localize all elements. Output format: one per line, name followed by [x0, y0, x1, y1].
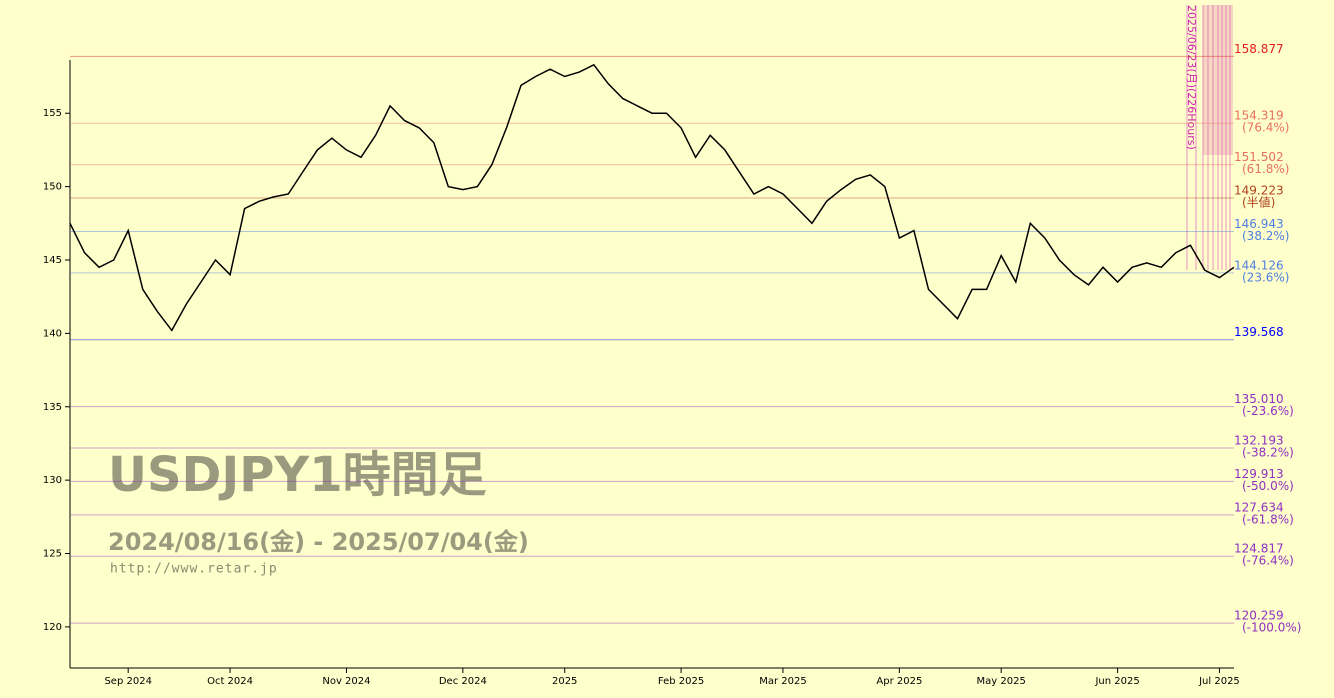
- y-tick-label: 120: [43, 622, 62, 633]
- level-ratio: (38.2%): [1242, 229, 1289, 243]
- level-label: 158.877: [1234, 42, 1284, 56]
- y-tick-label: 155: [43, 108, 62, 119]
- x-tick-label: Mar 2025: [759, 676, 807, 687]
- level-ratio: (61.8%): [1242, 162, 1289, 176]
- level-ratio: (-100.0%): [1242, 621, 1301, 635]
- period-markers: [1186, 5, 1231, 270]
- level-label: 132.193: [1234, 433, 1284, 447]
- level-label: 124.817: [1234, 542, 1284, 556]
- x-tick-label: Sep 2024: [104, 676, 151, 687]
- price-line: [69, 63, 1235, 332]
- watermark-subtitle: 2024/08/16(金) - 2025/07/04(金): [108, 528, 529, 556]
- x-tick-label: Dec 2024: [439, 676, 487, 687]
- level-ratio: (76.4%): [1242, 121, 1289, 135]
- y-tick-label: 135: [43, 402, 62, 413]
- x-tick-label: Nov 2024: [322, 676, 370, 687]
- level-ratio: (-50.0%): [1242, 479, 1294, 493]
- x-tick-label: Jul 2025: [1198, 676, 1240, 687]
- y-tick-label: 140: [43, 328, 62, 339]
- level-label: 154.319: [1234, 109, 1284, 123]
- y-tick-label: 145: [43, 255, 62, 266]
- x-tick-label: Jun 2025: [1094, 676, 1139, 687]
- level-ratio: (-23.6%): [1242, 404, 1294, 418]
- annotation: 2025/06/23(月)(226Hours): [1185, 5, 1198, 150]
- x-tick-label: Feb 2025: [658, 676, 704, 687]
- level-label: 129.913: [1234, 467, 1284, 481]
- level-label: 144.126: [1234, 258, 1284, 272]
- level-label: 135.010: [1234, 392, 1284, 406]
- level-ratio: (23.6%): [1242, 270, 1289, 284]
- level-ratio: (-76.4%): [1242, 554, 1294, 568]
- level-label: 146.943: [1234, 217, 1284, 231]
- watermark-title: USDJPY1時間足: [108, 447, 487, 503]
- level-label: 151.502: [1234, 150, 1284, 164]
- y-tick-label: 125: [43, 549, 62, 560]
- level-ratio: (-61.8%): [1242, 512, 1294, 526]
- x-tick-label: Oct 2024: [207, 676, 253, 687]
- level-label: 149.223: [1234, 184, 1284, 198]
- x-tick-label: May 2025: [977, 676, 1026, 687]
- y-tick-label: 130: [43, 475, 62, 486]
- x-tick-label: Apr 2025: [876, 676, 922, 687]
- x-tick-label: 2025: [552, 676, 577, 687]
- level-ratio: (半値): [1242, 195, 1275, 210]
- level-label: 127.634: [1234, 500, 1284, 514]
- period-cluster: [1203, 5, 1233, 155]
- level-label: 120.259: [1234, 609, 1284, 623]
- level-label: 139.568: [1234, 325, 1284, 339]
- watermark-source: http://www.retar.jp: [110, 562, 278, 577]
- level-ratio: (-38.2%): [1242, 445, 1294, 459]
- y-tick-label: 150: [43, 182, 62, 193]
